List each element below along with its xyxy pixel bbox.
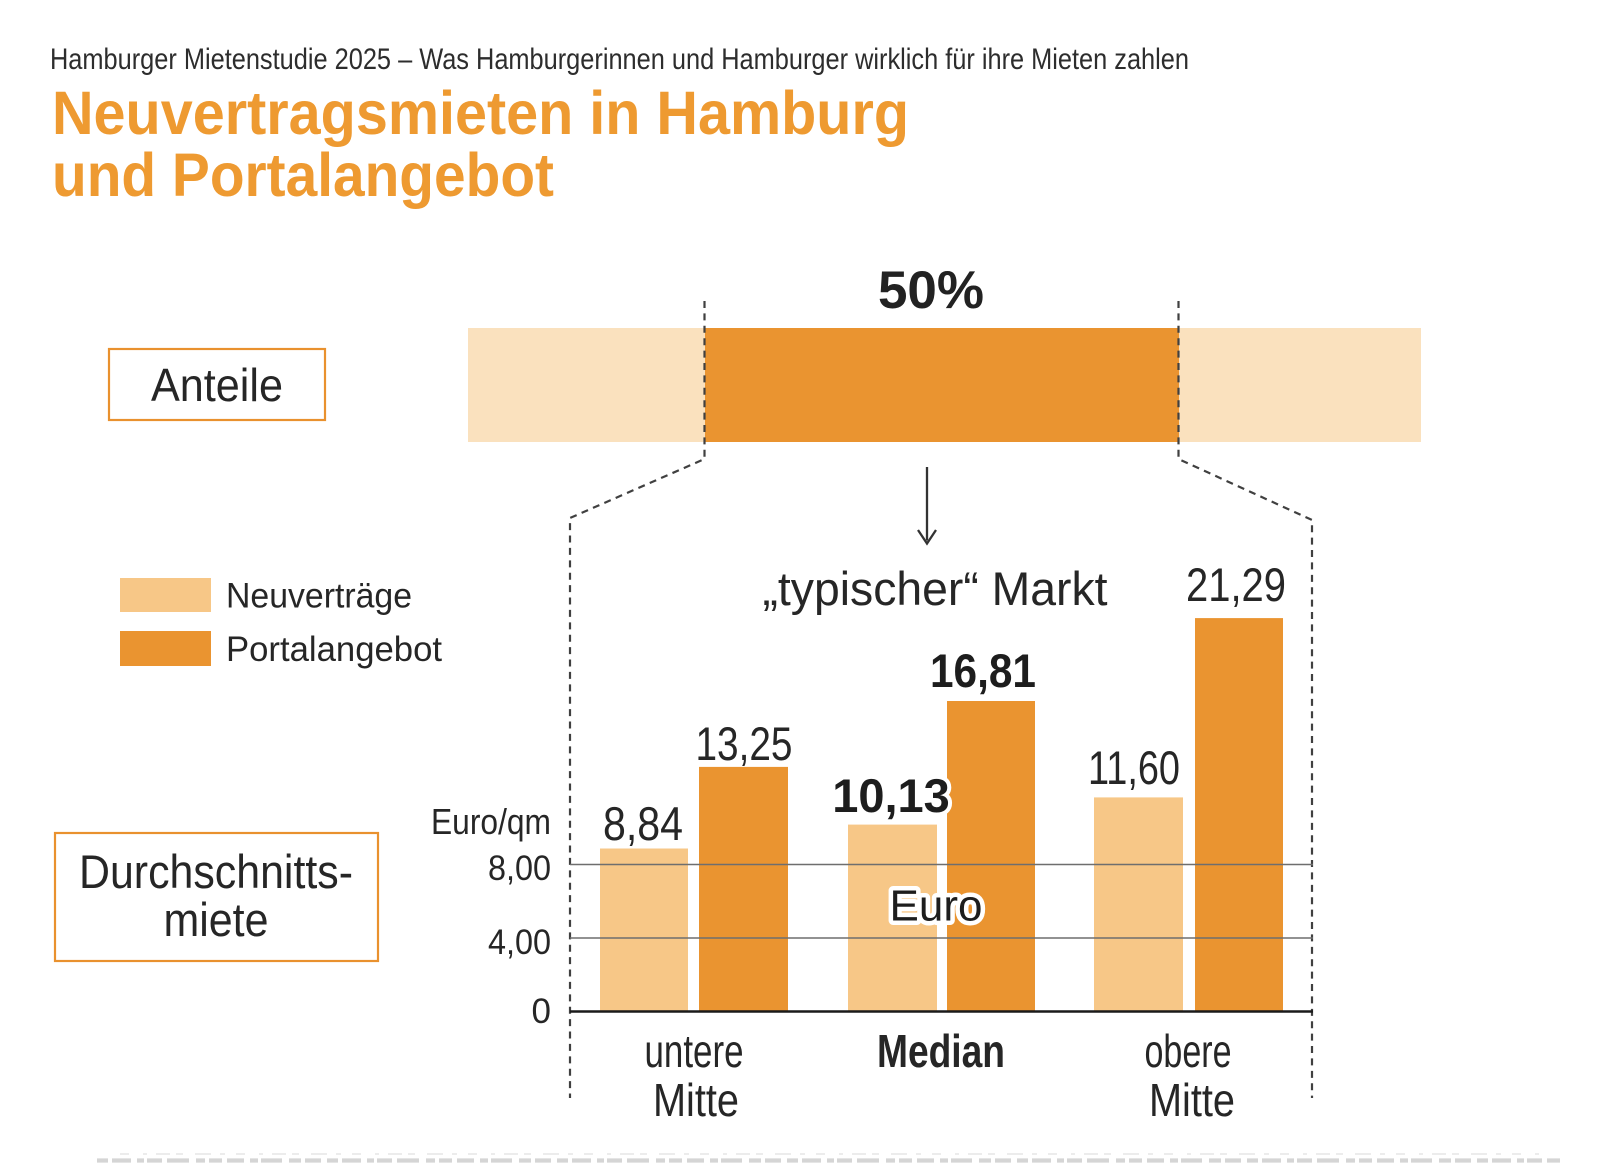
svg-text:„typischer“ Markt: „typischer“ Markt bbox=[763, 562, 1108, 615]
svg-text:untere: untere bbox=[645, 1025, 744, 1077]
svg-text:Euro: Euro bbox=[890, 882, 983, 931]
svg-text:Hamburger Mietenstudie 2025 –: Hamburger Mietenstudie 2025 – Was Hambur… bbox=[50, 43, 1189, 76]
svg-text:Durchschnitts-: Durchschnitts- bbox=[79, 845, 353, 898]
svg-text:8,00: 8,00 bbox=[488, 849, 551, 888]
svg-text:21,29: 21,29 bbox=[1186, 558, 1286, 611]
svg-text:Euro/qm: Euro/qm bbox=[431, 801, 551, 842]
svg-text:Neuverträge: Neuverträge bbox=[226, 577, 412, 616]
svg-text:Anteile: Anteile bbox=[151, 359, 283, 411]
svg-text:obere: obere bbox=[1145, 1025, 1232, 1077]
svg-text:10,13: 10,13 bbox=[832, 769, 950, 822]
svg-text:50%: 50% bbox=[878, 261, 984, 320]
svg-text:miete: miete bbox=[164, 893, 269, 946]
svg-text:13,25: 13,25 bbox=[696, 717, 793, 770]
svg-text:und Portalangebot: und Portalangebot bbox=[52, 141, 554, 209]
svg-text:11,60: 11,60 bbox=[1088, 741, 1180, 794]
svg-text:4,00: 4,00 bbox=[488, 923, 551, 962]
svg-text:Mitte: Mitte bbox=[653, 1074, 739, 1126]
svg-text:Portalangebot: Portalangebot bbox=[226, 630, 442, 669]
svg-text:0: 0 bbox=[532, 992, 551, 1031]
svg-text:8,84: 8,84 bbox=[603, 797, 683, 850]
svg-text:16,81: 16,81 bbox=[930, 644, 1036, 697]
svg-text:Mitte: Mitte bbox=[1149, 1074, 1235, 1126]
svg-text:Median: Median bbox=[877, 1025, 1005, 1077]
svg-text:Neuvertragsmieten in Hamburg: Neuvertragsmieten in Hamburg bbox=[52, 79, 909, 147]
